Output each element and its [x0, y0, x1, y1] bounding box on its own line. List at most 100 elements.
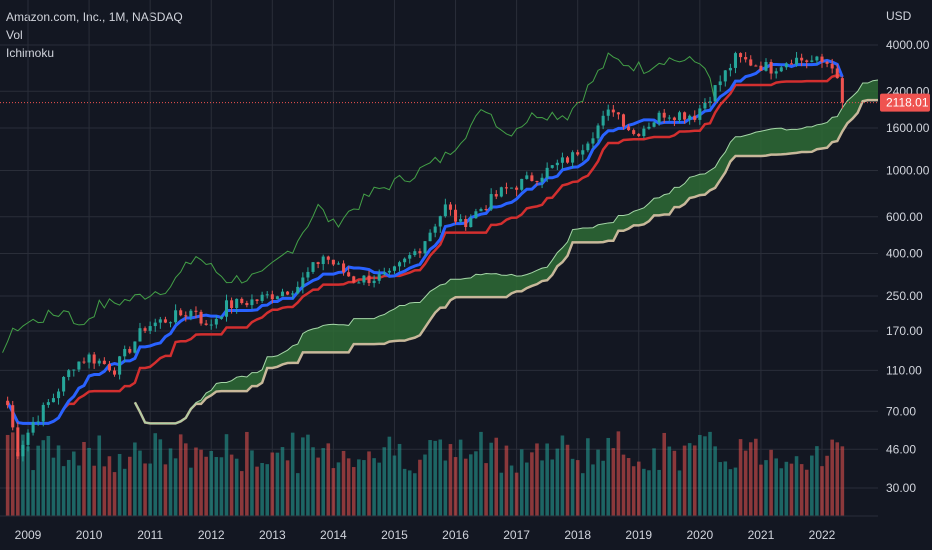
symbol-title[interactable]: Amazon.com, Inc., 1M, NASDAQ — [6, 10, 183, 24]
volume-bar — [250, 450, 254, 516]
volume-bar — [636, 461, 641, 516]
candle-body — [698, 108, 702, 120]
candle-body — [586, 143, 590, 151]
volume-bar — [494, 437, 499, 516]
volume-bar — [433, 440, 437, 516]
volume-bar — [545, 443, 549, 516]
candle-body — [403, 258, 407, 263]
time-tick-label: 2022 — [809, 528, 836, 542]
candle-body — [795, 57, 799, 65]
candle-body — [230, 300, 234, 308]
volume-bar — [652, 448, 656, 516]
candle-body — [382, 272, 386, 275]
candle-body — [591, 138, 595, 144]
chart-legend: Amazon.com, Inc., 1M, NASDAQ Vol Ichimok… — [6, 8, 183, 62]
volume-bar — [138, 450, 142, 516]
volume-bar — [525, 462, 529, 516]
volume-indicator-label[interactable]: Vol — [6, 28, 23, 42]
candle-body — [72, 369, 76, 371]
candle-body — [657, 112, 661, 123]
price-tick-label: 600.00 — [886, 210, 923, 224]
candle-body — [733, 53, 738, 68]
last-price-label: 2118.01 — [886, 96, 929, 110]
volume-bar — [229, 454, 234, 516]
candle-body — [408, 255, 412, 259]
volume-bar — [581, 473, 585, 516]
time-tick-label: 2012 — [198, 528, 225, 542]
candle-body — [280, 291, 285, 297]
volume-bar — [474, 451, 478, 516]
volume-bar — [642, 468, 646, 516]
price-tick-label: 4000.00 — [886, 38, 930, 52]
volume-bar — [682, 445, 687, 516]
candle-body — [769, 61, 773, 74]
candle-body — [703, 102, 707, 109]
candle-body — [601, 115, 605, 126]
volume-bar — [815, 446, 819, 516]
volume-bar — [402, 468, 407, 516]
candle-body — [647, 126, 651, 129]
volume-bar — [26, 446, 30, 516]
candle-body — [606, 109, 610, 116]
volume-bar — [820, 466, 824, 516]
time-tick-label: 2009 — [15, 528, 42, 542]
volume-bar — [316, 457, 320, 516]
volume-bar — [672, 450, 677, 516]
time-tick-label: 2016 — [442, 528, 469, 542]
candle-body — [652, 122, 656, 127]
time-tick-label: 2018 — [564, 528, 591, 542]
volume-bar — [392, 455, 397, 516]
volume-bar — [331, 468, 336, 516]
volume-bar — [453, 457, 458, 516]
candle-body — [448, 204, 452, 210]
conversion-line — [6, 58, 844, 425]
volume-bar — [769, 449, 773, 516]
volume-bar — [194, 447, 198, 516]
candle-body — [708, 101, 712, 103]
price-axis[interactable]: USD 4000.002400.001600.001000.00600.0040… — [886, 9, 930, 495]
volume-bar — [224, 434, 229, 516]
candle-body — [392, 266, 396, 271]
volume-bar — [234, 458, 239, 516]
volume-bar — [489, 442, 493, 516]
candle-body — [291, 293, 295, 295]
volume-bar — [499, 472, 504, 516]
candle-body — [21, 444, 25, 457]
candle-body — [128, 348, 132, 353]
volume-bar — [458, 439, 463, 516]
price-tick-label: 46.00 — [886, 442, 916, 456]
volume-bar — [555, 448, 560, 516]
candle-body — [153, 322, 157, 327]
cloud-fill — [134, 80, 878, 424]
price-tick-label: 170.00 — [886, 324, 923, 338]
candle-body — [138, 328, 142, 342]
candle-body — [800, 57, 804, 61]
candle-body — [774, 71, 778, 74]
candle-body — [270, 294, 274, 300]
price-tick-label: 1000.00 — [886, 164, 930, 178]
candle-body — [683, 112, 687, 120]
volume-bar — [158, 439, 163, 516]
candle-body — [764, 61, 768, 71]
volume-bar — [438, 439, 443, 516]
time-tick-label: 2021 — [748, 528, 775, 542]
currency-label: USD — [886, 9, 912, 23]
candle-body — [6, 400, 10, 406]
ichimoku-indicator-label[interactable]: Ichimoku — [6, 46, 55, 60]
volume-bar — [565, 444, 570, 516]
candle-body — [637, 133, 641, 137]
volume-bar — [779, 468, 784, 516]
volume-bar — [61, 466, 66, 516]
volume-bar — [423, 454, 427, 516]
volume-bar — [754, 438, 758, 516]
candle-body — [627, 126, 631, 131]
candle-body — [815, 56, 819, 61]
price-tick-label: 400.00 — [886, 246, 923, 260]
candle-body — [525, 175, 529, 179]
time-axis[interactable]: 2009 2010 2011 2012 2013 2014 2015 2016 2017 2018… — [0, 515, 878, 542]
candle-body — [336, 263, 341, 265]
candle-body — [316, 262, 320, 265]
volume-bar — [703, 436, 707, 516]
candle-body — [565, 157, 570, 163]
